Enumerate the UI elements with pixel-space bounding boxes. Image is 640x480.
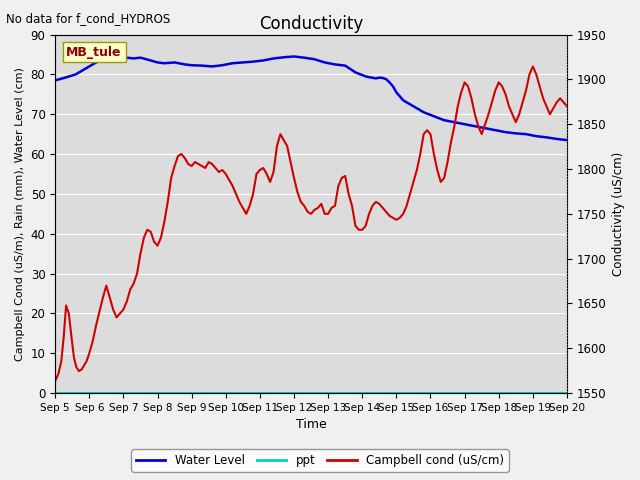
Y-axis label: Campbell Cond (uS/m), Rain (mm), Water Level (cm): Campbell Cond (uS/m), Rain (mm), Water L… [15,67,25,361]
Title: Conductivity: Conductivity [259,15,363,33]
Legend: Water Level, ppt, Campbell cond (uS/cm): Water Level, ppt, Campbell cond (uS/cm) [131,449,509,472]
X-axis label: Time: Time [296,419,326,432]
Y-axis label: Conductivity (uS/cm): Conductivity (uS/cm) [612,152,625,276]
Text: MB_tule: MB_tule [67,46,122,59]
Text: No data for f_cond_HYDROS: No data for f_cond_HYDROS [6,12,171,25]
